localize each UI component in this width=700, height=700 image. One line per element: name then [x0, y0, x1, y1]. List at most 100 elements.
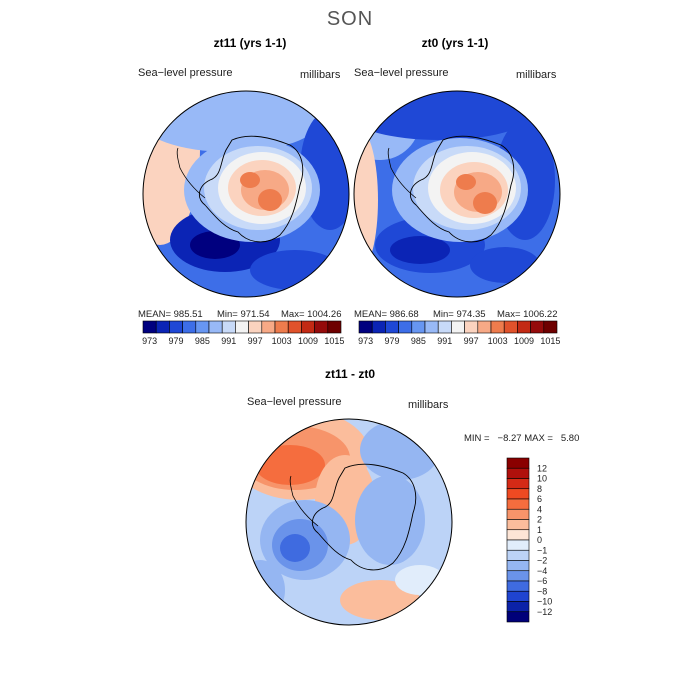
colorbar-zt0-swatch [398, 320, 413, 334]
colorbar-zt11-tick-label: 979 [168, 336, 183, 346]
colorbar-diff-tick-label: −6 [537, 576, 547, 586]
colorbar-diff-tick-label: −10 [537, 597, 552, 607]
diff-min-max: MIN = −8.27 MAX = 5.80 [464, 433, 580, 444]
colorbar-zt0-swatch [464, 320, 479, 334]
colorbar-zt11-swatch [235, 320, 249, 334]
map-zt11-border [142, 90, 350, 298]
colorbar-zt0-tick-label: 1015 [540, 336, 560, 346]
colorbar-diff-tick-label: 2 [537, 515, 542, 525]
panel2-mean: MEAN= 986.68 [354, 309, 419, 320]
colorbar-diff-tick-label: −1 [537, 545, 547, 555]
colorbar-diff-swatch [506, 498, 530, 510]
colorbar-diff-swatch [506, 478, 530, 490]
colorbar-zt0-swatch [503, 320, 518, 334]
colorbar-diff-swatch [506, 611, 530, 623]
colorbar-diff-swatch [506, 580, 530, 592]
colorbar-zt0-swatch [530, 320, 545, 334]
map-diff-border [245, 418, 453, 626]
map-zt0-border [353, 90, 561, 298]
colorbar-diff-tick-label: −2 [537, 556, 547, 566]
colorbar-diff-swatch [506, 457, 530, 469]
colorbar-diff-swatch [506, 539, 530, 551]
colorbar-diff-tick-label: −4 [537, 566, 547, 576]
colorbar-diff-tick-label: 1 [537, 525, 542, 535]
panel2-variable-label: Sea−level pressure [354, 67, 449, 79]
colorbar-zt0-tick-label: 1003 [488, 336, 508, 346]
colorbar-zt11-swatch [301, 320, 315, 334]
colorbar-diff-swatch [506, 467, 530, 479]
map-zt11 [143, 91, 349, 297]
colorbar-diff-swatch [506, 488, 530, 500]
colorbar-zt0-swatch [477, 320, 492, 334]
colorbar-zt11-tick-label: 1015 [324, 336, 344, 346]
colorbar-diff-tick-label: 12 [537, 463, 547, 473]
colorbar-zt0-tick-label: 991 [437, 336, 452, 346]
colorbar-zt11-swatch [274, 320, 289, 334]
colorbar-zt0-swatch [517, 320, 531, 334]
colorbar-zt0-tick-label: 985 [411, 336, 426, 346]
colorbar-zt0-swatch [411, 320, 426, 334]
colorbar-zt0-swatch [437, 320, 452, 334]
colorbar-zt11: 973 979 985 991 997 1003 1009 1015 [142, 320, 344, 346]
colorbar-zt11-swatch [248, 320, 263, 334]
colorbar-zt11-tick-label: 985 [195, 336, 210, 346]
colorbar-zt11-swatch [261, 320, 276, 334]
colorbar-zt11-swatch [208, 320, 223, 334]
colorbar-diff-tick-label: 6 [537, 494, 542, 504]
colorbar-zt0-swatch [358, 320, 373, 334]
diff-units-label: millibars [408, 399, 449, 411]
panel1-subtitle: zt11 (yrs 1-1) [213, 36, 287, 50]
panel1-mean: MEAN= 985.51 [138, 309, 203, 320]
colorbar-zt11-tick-label: 973 [142, 336, 157, 346]
colorbar-zt0-tick-label: 1009 [514, 336, 534, 346]
colorbar-zt11-tick-label: 1003 [272, 336, 292, 346]
colorbar-diff-swatch [506, 570, 530, 582]
panel1-variable-label: Sea−level pressure [138, 67, 233, 79]
colorbar-zt11-swatch [169, 320, 183, 334]
colorbar-zt11-tick-label: 991 [221, 336, 236, 346]
colorbar-zt0: 973 979 985 991 997 1003 1009 1015 [358, 320, 560, 346]
colorbar-diff-swatch [506, 529, 530, 541]
map-zt0 [354, 91, 560, 297]
colorbar-zt0-swatch [385, 320, 399, 334]
figure-title: SON [326, 8, 374, 30]
colorbar-diff-swatch [506, 560, 530, 572]
panel1-min: Min= 971.54 [217, 309, 270, 320]
colorbar-zt0-tick-label: 979 [384, 336, 399, 346]
colorbar-diff-tick-label: 8 [537, 484, 542, 494]
panel1-units-label: millibars [300, 69, 341, 81]
colorbar-zt0-tick-label: 973 [358, 336, 373, 346]
panel2-min: Min= 974.35 [433, 309, 486, 320]
colorbar-zt11-swatch [314, 320, 329, 334]
colorbar-zt11-tick-label: 1009 [298, 336, 318, 346]
diff-subtitle: zt11 - zt0 [324, 367, 375, 381]
panel2-units-label: millibars [516, 69, 557, 81]
colorbar-diff-swatch [506, 519, 530, 531]
colorbar-zt11-swatch [287, 320, 302, 334]
colorbar-diff-swatch [506, 601, 530, 613]
colorbar-zt0-swatch [543, 320, 558, 334]
colorbar-zt11-swatch [195, 320, 210, 334]
colorbar-diff-tick-label: 10 [537, 474, 547, 484]
colorbar-zt11-swatch [327, 320, 342, 334]
colorbar-zt0-swatch [424, 320, 439, 334]
colorbar-zt0-swatch [490, 320, 505, 334]
panel2-max: Max= 1006.22 [497, 309, 558, 320]
colorbar-diff-swatch [506, 590, 530, 602]
colorbar-diff-tick-label: −12 [537, 607, 552, 617]
colorbar-zt0-swatch [451, 320, 465, 334]
panel2-subtitle: zt0 (yrs 1-1) [421, 36, 489, 50]
colorbar-diff-tick-label: 0 [537, 535, 542, 545]
colorbar-zt11-swatch [155, 320, 170, 334]
colorbar-zt0-tick-label: 997 [464, 336, 479, 346]
colorbar-zt11-swatch [142, 320, 157, 334]
colorbar-diff-tick-label: −8 [537, 586, 547, 596]
colorbar-diff-swatch [506, 508, 530, 520]
colorbar-zt11-swatch [182, 320, 197, 334]
colorbar-diff-tick-label: 4 [537, 504, 542, 514]
colorbar-zt11-swatch [221, 320, 236, 334]
colorbar-zt0-swatch [371, 320, 386, 334]
colorbar-diff-swatch [506, 549, 530, 561]
